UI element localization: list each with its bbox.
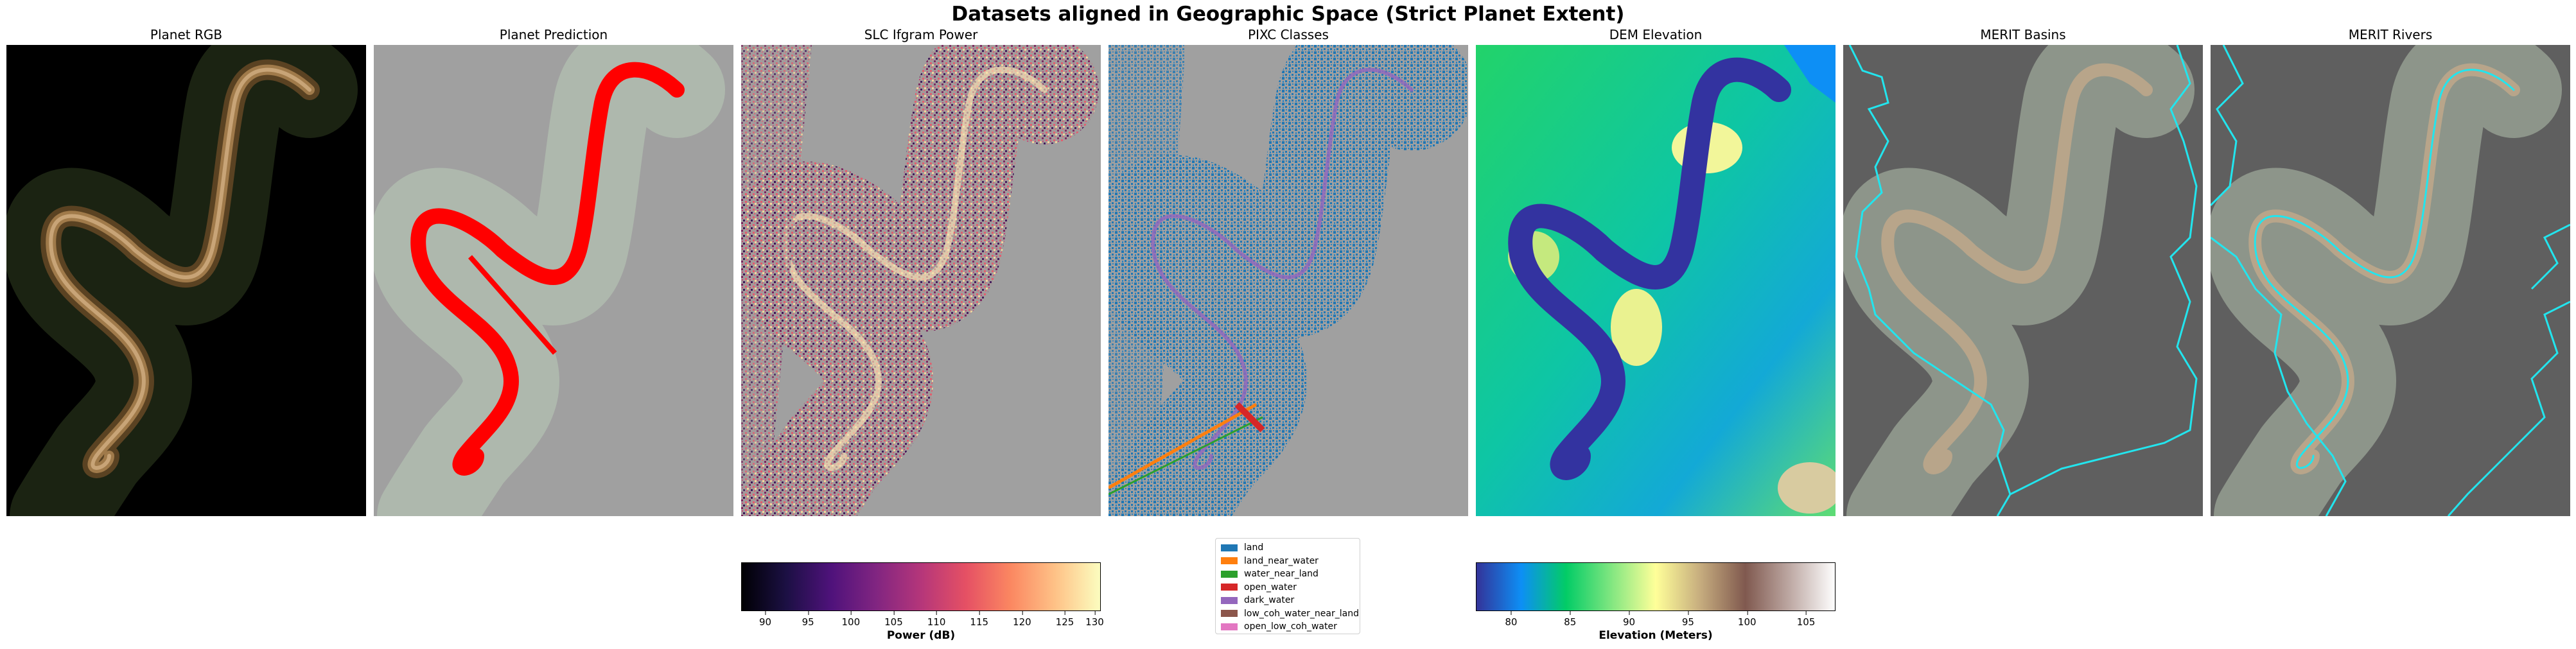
legend-item: low_coh_water_near_land [1221,607,1359,621]
power-colorbar-ticks: 90 95 100 105 110 115 120 125 130 [741,611,1104,628]
legend-label: open_water [1244,582,1297,593]
figure-title: Datasets aligned in Geographic Space (St… [951,3,1625,26]
power-tick: 110 [927,611,946,628]
elevation-colorbar [1476,562,1836,611]
panel-pixc-classes [1108,45,1468,516]
elevation-tick: 90 [1623,611,1636,628]
legend-item: land_near_water [1221,555,1354,568]
legend-item: dark_water [1221,594,1354,607]
legend-swatch [1221,584,1238,591]
power-tick: 90 [758,611,772,628]
power-tick: 130 [1085,611,1104,628]
panel-title-pixc-classes: PIXC Classes [1248,27,1329,42]
legend-label: low_coh_water_near_land [1244,608,1359,619]
panel-planet-prediction [374,45,733,516]
power-colorbar-label: Power (dB) [886,629,956,642]
power-tick: 105 [884,611,903,628]
panel-dem-elevation [1476,45,1836,516]
panel-title-planet-prediction: Planet Prediction [499,27,608,42]
legend-label: water_near_land [1244,569,1319,580]
power-tick: 100 [841,611,861,628]
panel-title-merit-basins: MERIT Basins [1980,27,2066,42]
elevation-tick: 100 [1737,611,1757,628]
power-tick: 115 [970,611,989,628]
legend-swatch [1221,557,1238,565]
elevation-tick: 85 [1564,611,1577,628]
panel-title-dem-elevation: DEM Elevation [1609,27,1703,42]
panel-planet-rgb [6,45,366,516]
legend-swatch [1221,544,1238,551]
panel-merit-rivers [2211,45,2570,516]
legend-item: open_water [1221,581,1354,594]
panel-merit-basins [1843,45,2203,516]
legend-swatch [1221,610,1238,618]
power-tick: 125 [1055,611,1074,628]
power-tick: 95 [802,611,814,628]
panel-title-planet-rgb: Planet RGB [150,27,223,42]
elevation-tick: 95 [1681,611,1694,628]
legend-item: open_low_coh_water [1221,620,1354,634]
elevation-colorbar-ticks: 80 85 90 95 100 105 [1476,611,1836,628]
panel-title-slc-ifgram-power: SLC Ifgram Power [864,27,978,42]
elevation-tick: 80 [1505,611,1518,628]
pixc-legend: land land_near_water water_near_land ope… [1215,538,1360,634]
legend-label: dark_water [1244,595,1295,606]
legend-item: land [1221,541,1354,555]
power-colorbar [741,562,1101,611]
legend-label: open_low_coh_water [1244,621,1337,632]
panel-slc-ifgram-power [741,45,1101,516]
legend-label: land_near_water [1244,555,1319,566]
panel-title-merit-rivers: MERIT Rivers [2348,27,2433,42]
legend-swatch [1221,570,1238,578]
elevation-colorbar-label: Elevation (Meters) [1599,629,1713,642]
elevation-tick: 105 [1796,611,1816,628]
legend-swatch [1221,596,1238,604]
legend-swatch [1221,623,1238,630]
power-tick: 120 [1013,611,1031,628]
legend-label: land [1244,542,1264,553]
legend-item: water_near_land [1221,567,1354,581]
